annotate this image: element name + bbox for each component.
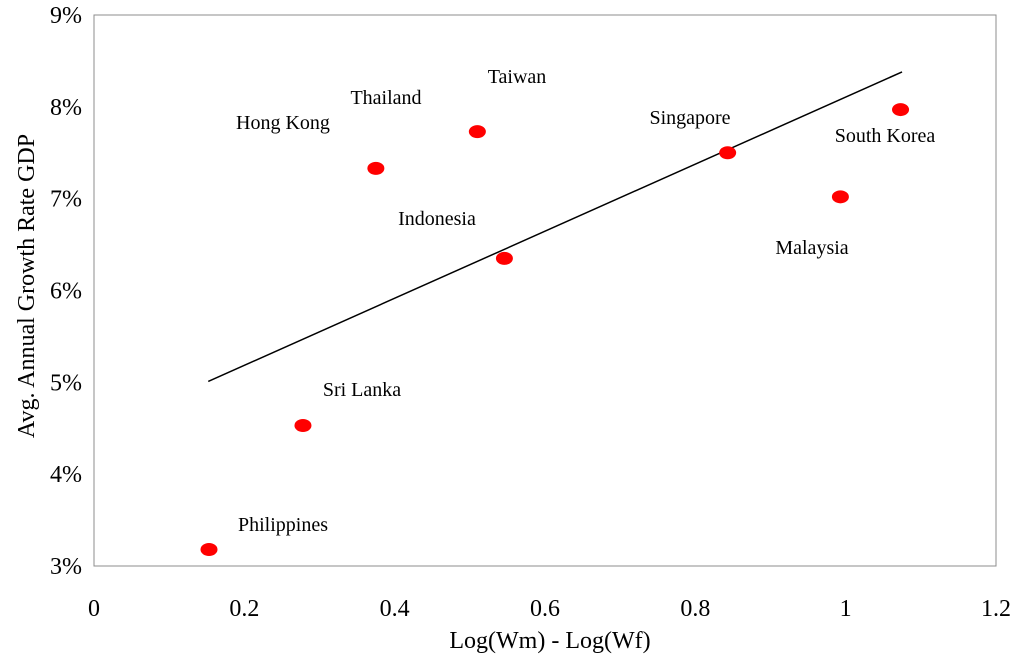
x-axis-ticks: 0 0.2 0.4 0.6 0.8 1 1.2: [88, 596, 1011, 622]
y-tick-label: 8%: [50, 95, 82, 121]
y-tick-label: 9%: [50, 3, 82, 29]
data-point: [200, 542, 218, 556]
data-point: [468, 125, 486, 139]
x-tick-label: 1.2: [981, 596, 1011, 622]
data-point: [719, 146, 737, 160]
y-axis-title: Avg. Annual Growth Rate GDP: [14, 134, 40, 438]
trendline: [207, 71, 903, 383]
data-point: [892, 103, 910, 117]
data-points: [200, 103, 910, 556]
x-tick-label: 0.8: [680, 596, 710, 622]
y-tick-label: 7%: [50, 187, 82, 213]
data-point: [367, 161, 385, 175]
plot-area-frame: [93, 14, 997, 567]
y-tick-label: 6%: [50, 279, 82, 305]
data-point: [294, 418, 312, 432]
x-tick-label: 0: [88, 596, 100, 622]
data-point: [495, 251, 513, 265]
y-tick-label: 3%: [50, 554, 82, 580]
point-label: Sri Lanka: [323, 379, 401, 401]
x-tick-label: 0.2: [229, 596, 259, 622]
y-axis-ticks: 3% 4% 5% 6% 7% 8% 9%: [50, 3, 82, 580]
x-axis-title: Log(Wm) - Log(Wf): [449, 628, 650, 654]
y-tick-label: 5%: [50, 370, 82, 396]
point-label: Malaysia: [775, 237, 848, 259]
x-tick-label: 1: [840, 596, 852, 622]
x-tick-label: 0.4: [380, 596, 410, 622]
point-label: Hong Kong: [236, 112, 330, 134]
point-label: South Korea: [835, 125, 936, 147]
point-label: Taiwan: [488, 66, 547, 88]
point-labels: Philippines Sri Lanka Hong Kong Thailand Ind…: [236, 66, 935, 536]
point-label: Philippines: [238, 514, 328, 536]
point-label: Indonesia: [398, 208, 476, 230]
point-label: Singapore: [649, 107, 730, 129]
data-point: [831, 190, 849, 204]
y-tick-label: 4%: [50, 462, 82, 488]
point-label: Thailand: [350, 87, 421, 109]
x-tick-label: 0.6: [530, 596, 560, 622]
